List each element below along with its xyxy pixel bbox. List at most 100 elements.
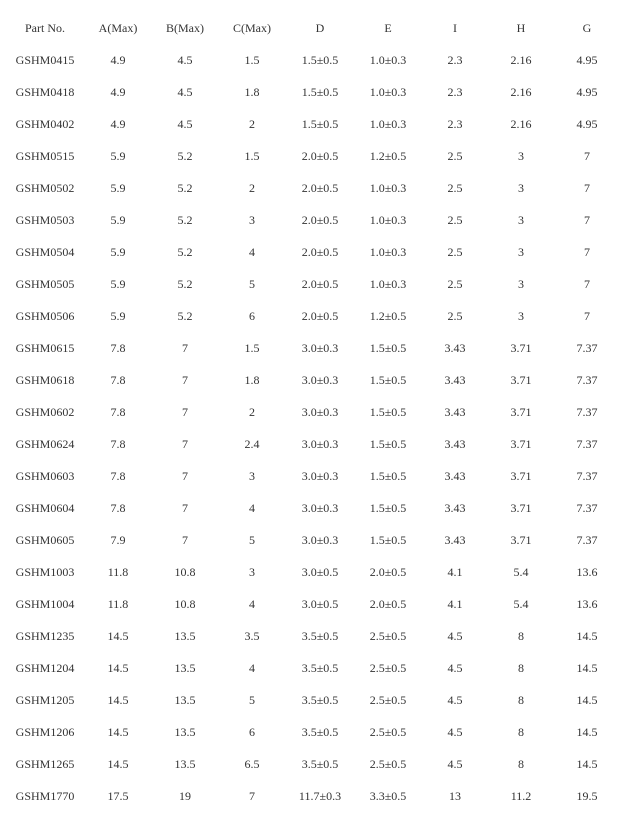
cell-c-max: 5: [249, 693, 255, 707]
cell-b-max: 5.2: [177, 277, 193, 291]
table-row: GSHM1770 17.5 19 7 11.7±0.3 3.3±0.5 13 11.2 19.5: [0, 780, 630, 812]
cell-i: 4.5: [447, 629, 463, 643]
cell-b-max: 5.2: [177, 181, 193, 195]
cell-i: 4.5: [447, 757, 463, 771]
cell-e: 1.0±0.3: [369, 53, 407, 67]
cell-e: 1.0±0.3: [369, 213, 407, 227]
cell-g: 7.37: [576, 405, 598, 419]
cell-part-no: GSHM0505: [15, 277, 75, 291]
cell-d: 3.0±0.5: [301, 565, 339, 579]
cell-i: 3.43: [444, 373, 466, 387]
cell-h: 2.16: [510, 85, 532, 99]
cell-a-max: 5.9: [110, 213, 126, 227]
cell-c-max: 2: [249, 117, 255, 131]
table-row: GSHM1004 11.8 10.8 4 3.0±0.5 2.0±0.5 4.1 5.4 13.…: [0, 588, 630, 620]
cell-g: 19.5: [576, 789, 598, 803]
cell-c-max: 3.5: [244, 629, 260, 643]
cell-c-max: 5: [249, 533, 255, 547]
cell-a-max: 7.9: [110, 533, 126, 547]
cell-a-max: 4.9: [110, 53, 126, 67]
cell-e: 2.0±0.5: [369, 597, 407, 611]
cell-h: 3: [518, 149, 524, 163]
cell-a-max: 5.9: [110, 245, 126, 259]
cell-i: 2.5: [447, 213, 463, 227]
cell-i: 4.1: [447, 565, 463, 579]
cell-g: 13.6: [576, 597, 598, 611]
cell-part-no: GSHM0624: [15, 437, 75, 451]
cell-d: 3.5±0.5: [301, 757, 339, 771]
cell-d: 3.0±0.3: [301, 501, 339, 515]
header-e: E: [384, 21, 392, 35]
cell-c-max: 4: [249, 501, 255, 515]
cell-b-max: 5.2: [177, 309, 193, 323]
cell-g: 4.95: [576, 117, 598, 131]
cell-d: 3.0±0.3: [301, 533, 339, 547]
cell-b-max: 7: [182, 469, 188, 483]
cell-part-no: GSHM1206: [15, 725, 75, 739]
cell-i: 3.43: [444, 341, 466, 355]
cell-part-no: GSHM1770: [15, 789, 75, 803]
cell-b-max: 7: [182, 405, 188, 419]
cell-i: 3.43: [444, 501, 466, 515]
cell-a-max: 14.5: [107, 725, 129, 739]
table-row: GSHM0604 7.8 7 4 3.0±0.3 1.5±0.5 3.43 3.71 7.37: [0, 492, 630, 524]
header-i: I: [453, 21, 457, 35]
cell-i: 4.5: [447, 661, 463, 675]
cell-i: 2.3: [447, 117, 463, 131]
cell-a-max: 4.9: [110, 117, 126, 131]
table-row: GSHM0605 7.9 7 5 3.0±0.3 1.5±0.5 3.43 3.71 7.37: [0, 524, 630, 556]
cell-part-no: GSHM0402: [15, 117, 75, 131]
cell-h: 3.71: [510, 341, 532, 355]
cell-i: 3.43: [444, 405, 466, 419]
cell-h: 8: [518, 661, 524, 675]
cell-e: 1.2±0.5: [369, 309, 407, 323]
cell-h: 2.16: [510, 117, 532, 131]
cell-a-max: 14.5: [107, 629, 129, 643]
cell-part-no: GSHM0503: [15, 213, 75, 227]
cell-h: 3: [518, 213, 524, 227]
cell-e: 1.5±0.5: [369, 341, 407, 355]
cell-part-no: GSHM0504: [15, 245, 75, 259]
cell-i: 4.1: [447, 597, 463, 611]
cell-part-no: GSHM1004: [15, 597, 75, 611]
cell-c-max: 1.5: [244, 53, 260, 67]
cell-b-max: 5.2: [177, 149, 193, 163]
cell-h: 11.2: [510, 789, 532, 803]
cell-part-no: GSHM0618: [15, 373, 75, 387]
cell-g: 7: [584, 213, 590, 227]
cell-e: 2.5±0.5: [369, 629, 407, 643]
cell-b-max: 19: [179, 789, 191, 803]
cell-b-max: 10.8: [174, 597, 196, 611]
cell-h: 5.4: [513, 565, 529, 579]
spec-table: Part No. A(Max) B(Max) C(Max) D E I H G GSHM0415 4…: [0, 12, 630, 812]
cell-part-no: GSHM0603: [15, 469, 75, 483]
cell-a-max: 5.9: [110, 149, 126, 163]
cell-g: 14.5: [576, 757, 598, 771]
table-row: GSHM1235 14.5 13.5 3.5 3.5±0.5 2.5±0.5 4.5 8 14.…: [0, 620, 630, 652]
cell-a-max: 17.5: [107, 789, 129, 803]
cell-d: 2.0±0.5: [301, 245, 339, 259]
cell-e: 1.5±0.5: [369, 533, 407, 547]
cell-c-max: 6: [249, 725, 255, 739]
table-row: GSHM1204 14.5 13.5 4 3.5±0.5 2.5±0.5 4.5 8 14.5: [0, 652, 630, 684]
cell-h: 3: [518, 277, 524, 291]
cell-a-max: 5.9: [110, 309, 126, 323]
cell-h: 8: [518, 629, 524, 643]
cell-i: 13: [449, 789, 461, 803]
cell-b-max: 5.2: [177, 245, 193, 259]
table-row: GSHM0504 5.9 5.2 4 2.0±0.5 1.0±0.3 2.5 3 7: [0, 236, 630, 268]
cell-c-max: 7: [249, 789, 255, 803]
cell-a-max: 11.8: [107, 565, 129, 579]
cell-h: 3.71: [510, 373, 532, 387]
cell-e: 1.5±0.5: [369, 501, 407, 515]
cell-h: 3: [518, 181, 524, 195]
cell-g: 7: [584, 181, 590, 195]
cell-i: 2.5: [447, 309, 463, 323]
cell-part-no: GSHM0515: [15, 149, 75, 163]
cell-d: 2.0±0.5: [301, 309, 339, 323]
cell-part-no: GSHM1205: [15, 693, 75, 707]
cell-e: 1.0±0.3: [369, 117, 407, 131]
table-row: GSHM1206 14.5 13.5 6 3.5±0.5 2.5±0.5 4.5 8 14.5: [0, 716, 630, 748]
cell-d: 3.5±0.5: [301, 661, 339, 675]
cell-i: 3.43: [444, 437, 466, 451]
